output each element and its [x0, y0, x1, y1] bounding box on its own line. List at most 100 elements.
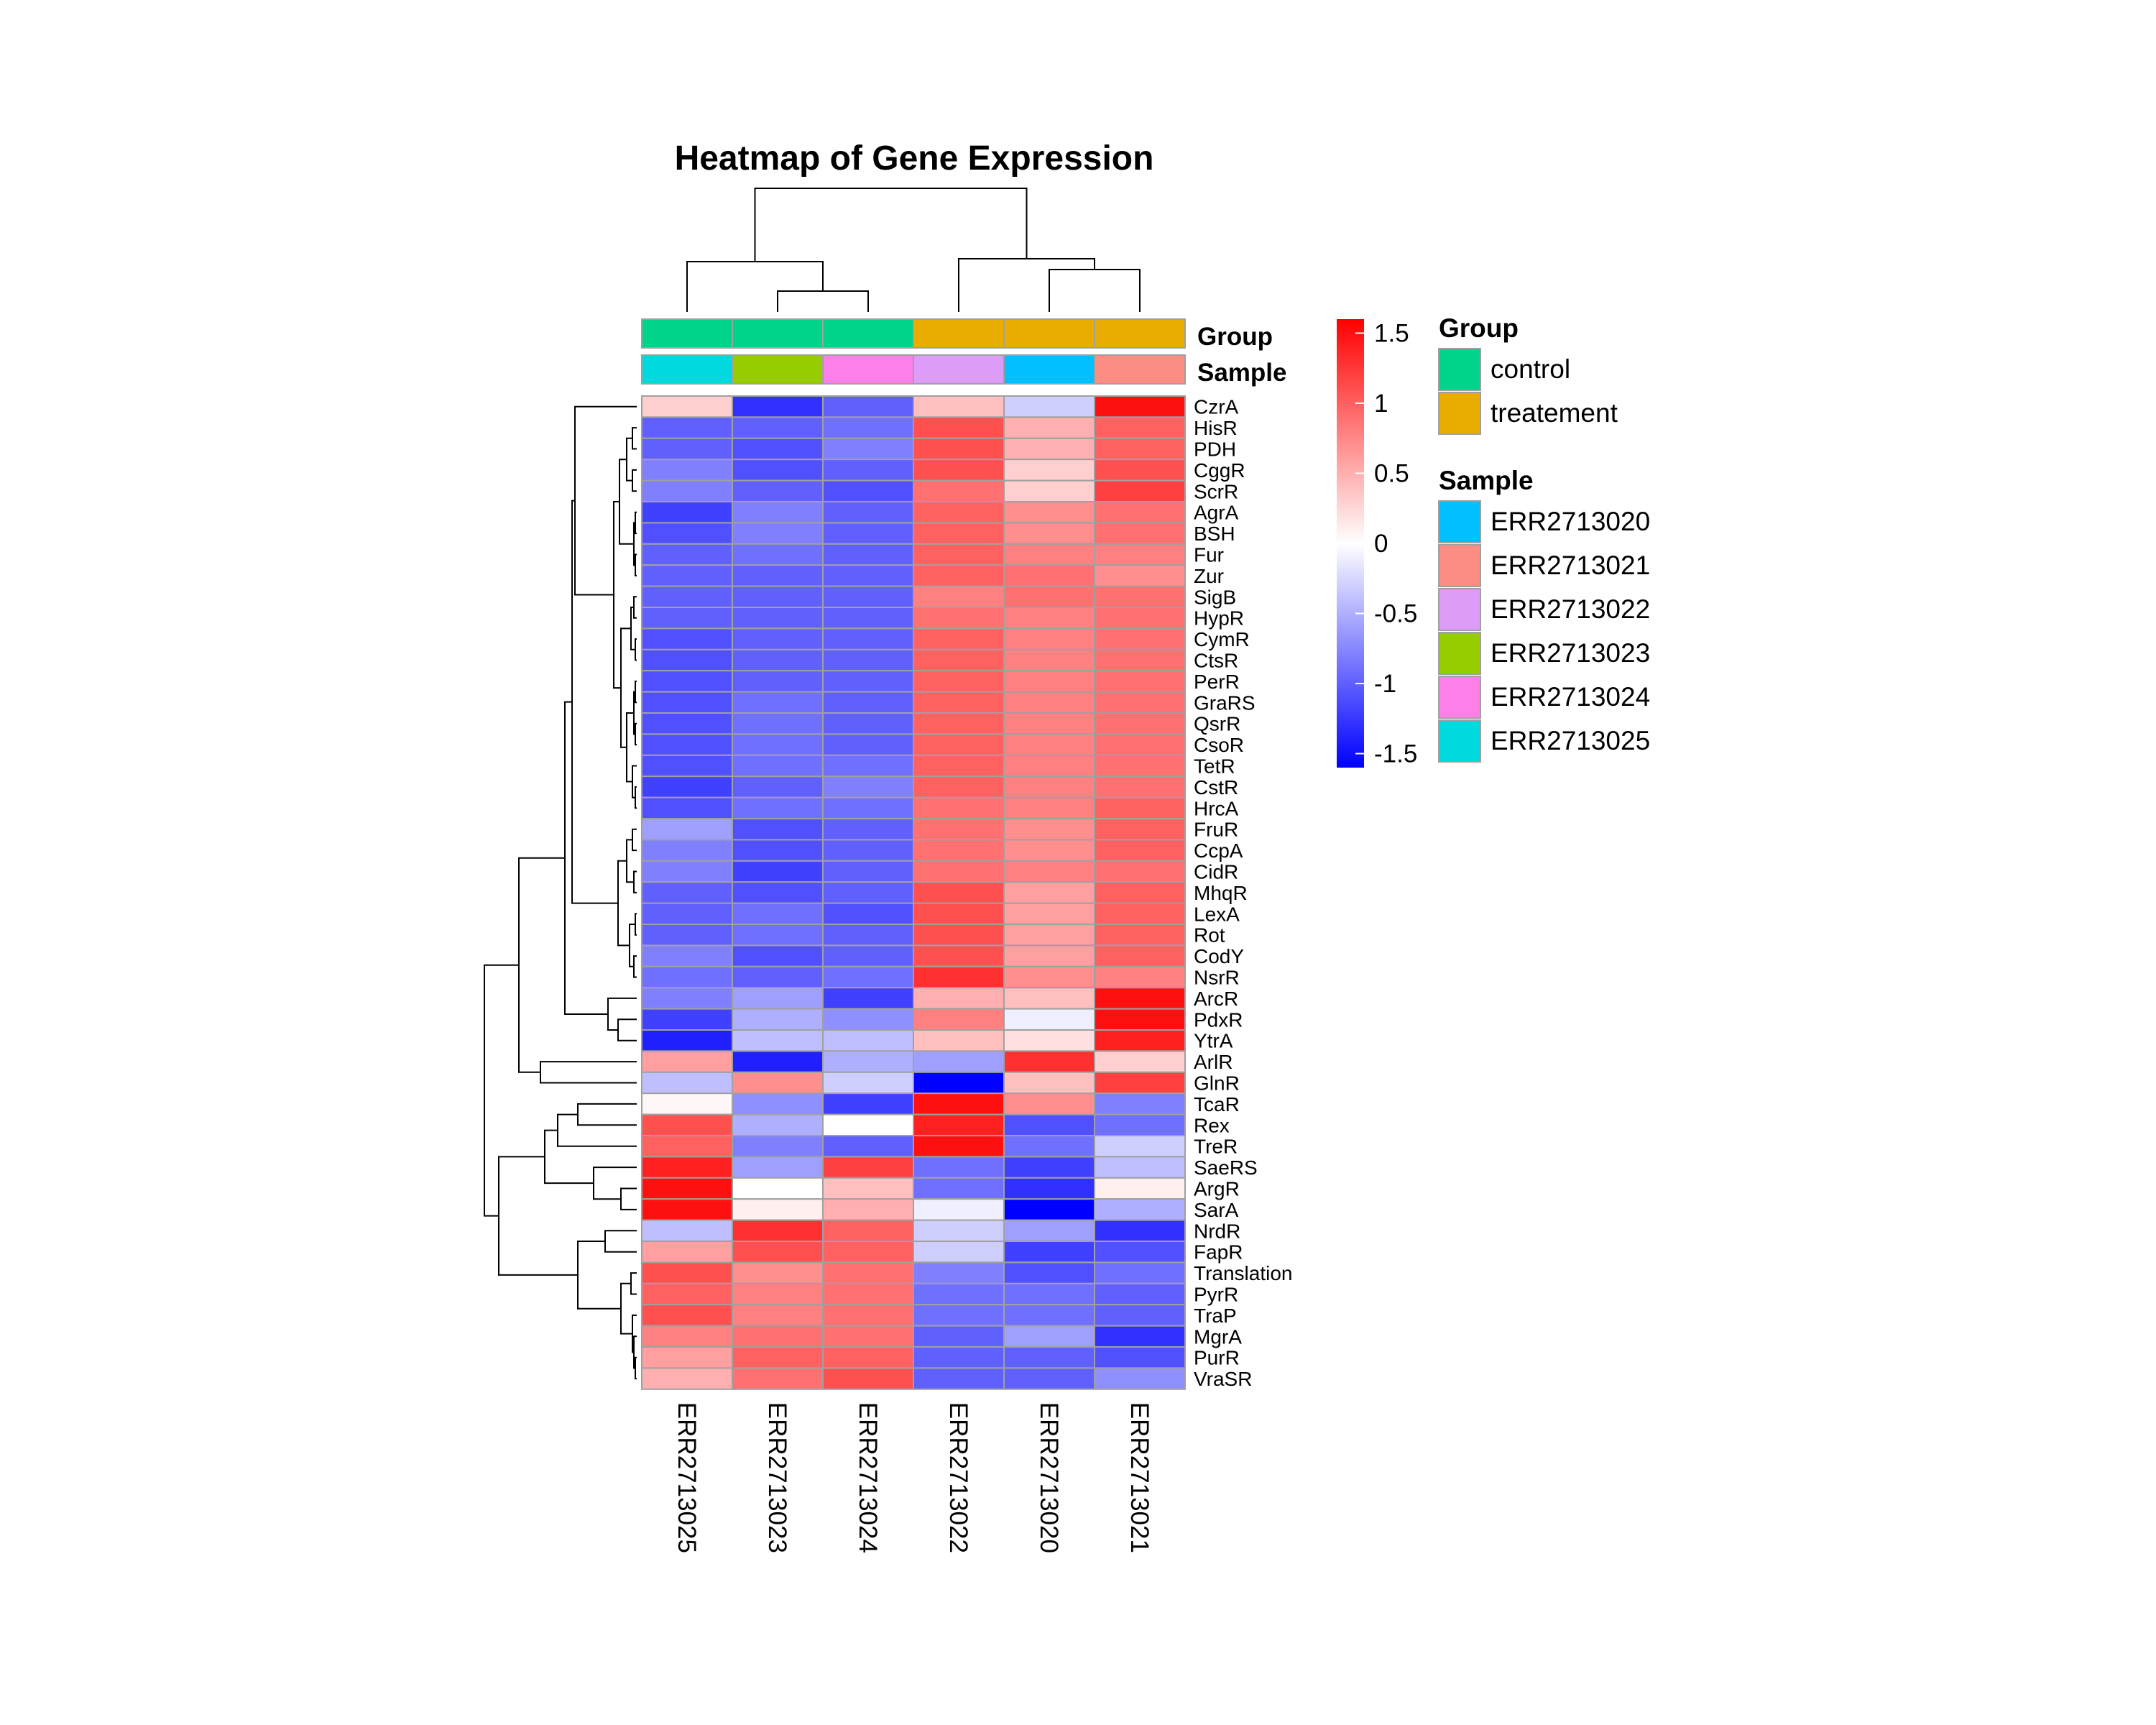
row-label: YtrA: [1194, 1030, 1233, 1052]
heatmap-cell: [732, 395, 824, 418]
heatmap-cell: [913, 437, 1005, 461]
heatmap-cell: [1094, 459, 1186, 482]
heatmap-cell: [732, 1304, 824, 1327]
row-label: PdxR: [1194, 1008, 1243, 1031]
heatmap-cell: [732, 1050, 824, 1073]
heatmap-cell: [822, 670, 914, 693]
heatmap-cell: [1003, 860, 1095, 883]
heatmap-cell: [1003, 1135, 1095, 1158]
heatmap-cell: [1003, 459, 1095, 482]
heatmap-cell: [641, 1177, 733, 1200]
heatmap-cell: [822, 944, 914, 967]
heatmap-cell: [641, 691, 733, 714]
heatmap-cell: [913, 733, 1005, 756]
heatmap-cell: [641, 944, 733, 967]
row-label: VraSR: [1194, 1368, 1252, 1390]
heatmap-cell: [1094, 501, 1186, 524]
heatmap-cell: [1003, 607, 1095, 630]
row-label: SarA: [1194, 1199, 1239, 1221]
heatmap-cell: [1094, 648, 1186, 672]
heatmap-cell: [913, 459, 1005, 482]
heatmap-cell: [1094, 839, 1186, 862]
heatmap-cell: [913, 965, 1005, 989]
row-label: Fur: [1194, 544, 1224, 566]
heatmap-cell: [822, 1198, 914, 1221]
sample-annotation-label: Sample: [1197, 359, 1287, 387]
heatmap-cell: [641, 607, 733, 630]
heatmap-cell: [822, 818, 914, 841]
row-label: TreR: [1194, 1136, 1238, 1158]
heatmap-cell: [913, 944, 1005, 967]
heatmap-cell: [1094, 776, 1186, 799]
heatmap-cell: [1094, 902, 1186, 925]
heatmap-cell: [641, 1113, 733, 1136]
heatmap-cell: [1094, 860, 1186, 883]
heatmap-cell: [1003, 1219, 1095, 1242]
heatmap-cell: [913, 754, 1005, 778]
heatmap-cell: [641, 459, 733, 482]
heatmap-cell: [822, 839, 914, 862]
column-label: ERR2713025: [673, 1402, 701, 1553]
heatmap-cell: [1003, 670, 1095, 693]
heatmap-cell: [1003, 1092, 1095, 1116]
heatmap-cell: [913, 924, 1005, 947]
heatmap-cell: [822, 479, 914, 502]
heatmap-cell: [732, 522, 824, 545]
heatmap-cell: [1094, 818, 1186, 841]
group-annotation-cell: [732, 318, 824, 349]
heatmap-cell: [732, 1282, 824, 1306]
heatmap-cell: [822, 1113, 914, 1136]
heatmap-cell: [1003, 965, 1095, 989]
legend-swatch: [1438, 500, 1481, 543]
heatmap-cell: [641, 437, 733, 461]
heatmap-cell: [822, 1304, 914, 1327]
heatmap-cell: [822, 437, 914, 461]
row-label: BSH: [1194, 523, 1235, 545]
group-annotation-cell: [1003, 318, 1095, 349]
sample-annotation-cell: [641, 354, 733, 385]
heatmap-cell: [1003, 479, 1095, 502]
heatmap-cell: [1094, 627, 1186, 650]
column-label: ERR2713021: [1125, 1402, 1153, 1553]
heatmap-cell: [641, 1008, 733, 1031]
heatmap-cell: [1003, 1367, 1095, 1390]
heatmap-cell: [732, 501, 824, 524]
heatmap-cell: [913, 691, 1005, 714]
heatmap-cell: [732, 860, 824, 883]
heatmap-cell: [913, 1198, 1005, 1221]
heatmap-cell: [1003, 712, 1095, 735]
heatmap-cell: [641, 1156, 733, 1179]
heatmap-cell: [822, 395, 914, 418]
heatmap-cell: [913, 522, 1005, 545]
legend-swatch: [1438, 544, 1481, 587]
heatmap-cell: [822, 564, 914, 587]
heatmap-cell: [1094, 881, 1186, 904]
column-labels: ERR2713025 ERR2713023 ERR2713024 ERR2713022…: [673, 1402, 1153, 1553]
heatmap-cell: [822, 1219, 914, 1242]
heatmap-cell: [822, 1282, 914, 1306]
heatmap-cell: [1094, 796, 1186, 819]
heatmap-cell: [822, 1346, 914, 1369]
heatmap-cell: [913, 1241, 1005, 1264]
row-label: ArgR: [1194, 1178, 1240, 1200]
heatmap-cell: [1094, 1325, 1186, 1348]
heatmap-cell: [732, 437, 824, 461]
heatmap-cell: [1094, 1135, 1186, 1158]
sample-annotation-cell: [1094, 354, 1186, 385]
heatmap-cell: [1003, 1282, 1095, 1306]
heatmap-cell: [641, 648, 733, 672]
heatmap-cell: [732, 648, 824, 672]
heatmap-cell: [913, 1135, 1005, 1158]
row-label: AgrA: [1194, 502, 1239, 524]
row-label: CstR: [1194, 776, 1238, 799]
row-label: SaeRS: [1194, 1156, 1258, 1179]
chart-title: Heatmap of Gene Expression: [675, 139, 1154, 178]
heatmap-cell: [913, 416, 1005, 439]
group-annotation-label: Group: [1197, 323, 1273, 351]
heatmap-cell: [1094, 691, 1186, 714]
heatmap-cell: [913, 1092, 1005, 1116]
heatmap-cell: [1003, 437, 1095, 461]
row-label: TetR: [1194, 755, 1235, 778]
heatmap-cell: [1003, 501, 1095, 524]
